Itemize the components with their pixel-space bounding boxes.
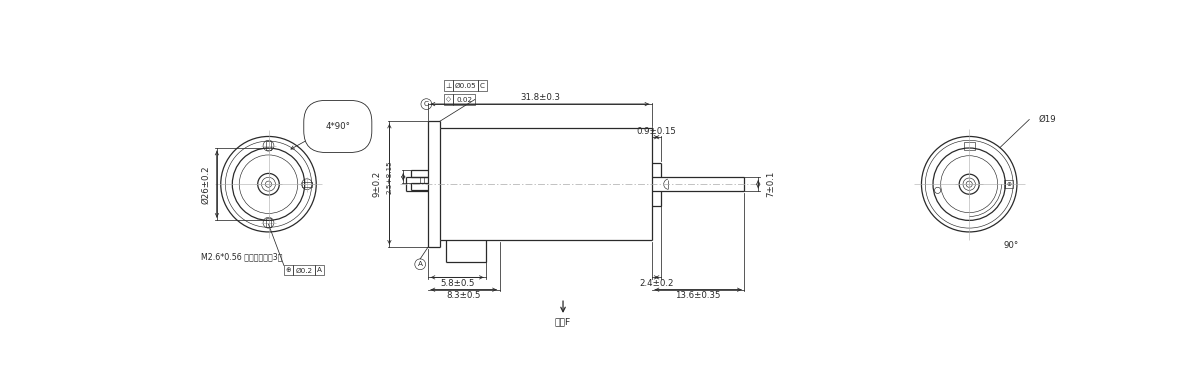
Bar bbox=[478, 80, 487, 91]
Text: 7±0.1: 7±0.1 bbox=[766, 171, 775, 197]
Text: 0.02: 0.02 bbox=[456, 97, 472, 103]
Text: 90°: 90° bbox=[1003, 241, 1019, 250]
Bar bbox=[444, 80, 454, 91]
Text: ⊕: ⊕ bbox=[286, 268, 292, 274]
Text: C: C bbox=[424, 101, 428, 107]
Text: ⊕: ⊕ bbox=[1006, 182, 1010, 187]
Text: A: A bbox=[418, 261, 422, 267]
Text: Ø0.2: Ø0.2 bbox=[295, 268, 312, 274]
Text: 4*90°: 4*90° bbox=[325, 122, 350, 131]
Text: A: A bbox=[317, 268, 322, 274]
Text: Ø19: Ø19 bbox=[1038, 115, 1056, 124]
Text: Ø0.05: Ø0.05 bbox=[455, 82, 476, 89]
Text: 9±0.2: 9±0.2 bbox=[372, 171, 382, 197]
Text: 8.3±0.5: 8.3±0.5 bbox=[446, 291, 481, 300]
Text: ◇: ◇ bbox=[446, 97, 451, 103]
Text: 方向F: 方向F bbox=[554, 318, 571, 326]
Bar bbox=[266, 141, 271, 150]
Bar bbox=[293, 266, 314, 276]
Bar bbox=[444, 94, 454, 105]
Bar bbox=[964, 142, 974, 150]
Text: 13.6±0.35: 13.6±0.35 bbox=[676, 291, 721, 300]
Text: 31.8±0.3: 31.8±0.3 bbox=[520, 93, 560, 103]
Bar bbox=[454, 94, 475, 105]
Text: 2.4±0.2: 2.4±0.2 bbox=[640, 279, 674, 288]
Bar bbox=[302, 182, 312, 187]
Bar bbox=[1004, 180, 1013, 188]
Text: 0.9±0.15: 0.9±0.15 bbox=[637, 127, 677, 136]
Bar bbox=[284, 266, 293, 276]
Bar bbox=[314, 266, 324, 276]
Text: ⊥: ⊥ bbox=[445, 82, 452, 89]
Text: 2.5+8.15: 2.5+8.15 bbox=[386, 160, 392, 194]
Text: 5.8±0.5: 5.8±0.5 bbox=[440, 279, 474, 288]
Bar bbox=[266, 218, 271, 227]
Text: Ø26±0.2: Ø26±0.2 bbox=[202, 165, 211, 204]
Text: M2.6*0.56 有效牙数大于3圈: M2.6*0.56 有效牙数大于3圈 bbox=[200, 253, 282, 262]
Bar bbox=[454, 80, 478, 91]
Text: C: C bbox=[480, 82, 485, 89]
